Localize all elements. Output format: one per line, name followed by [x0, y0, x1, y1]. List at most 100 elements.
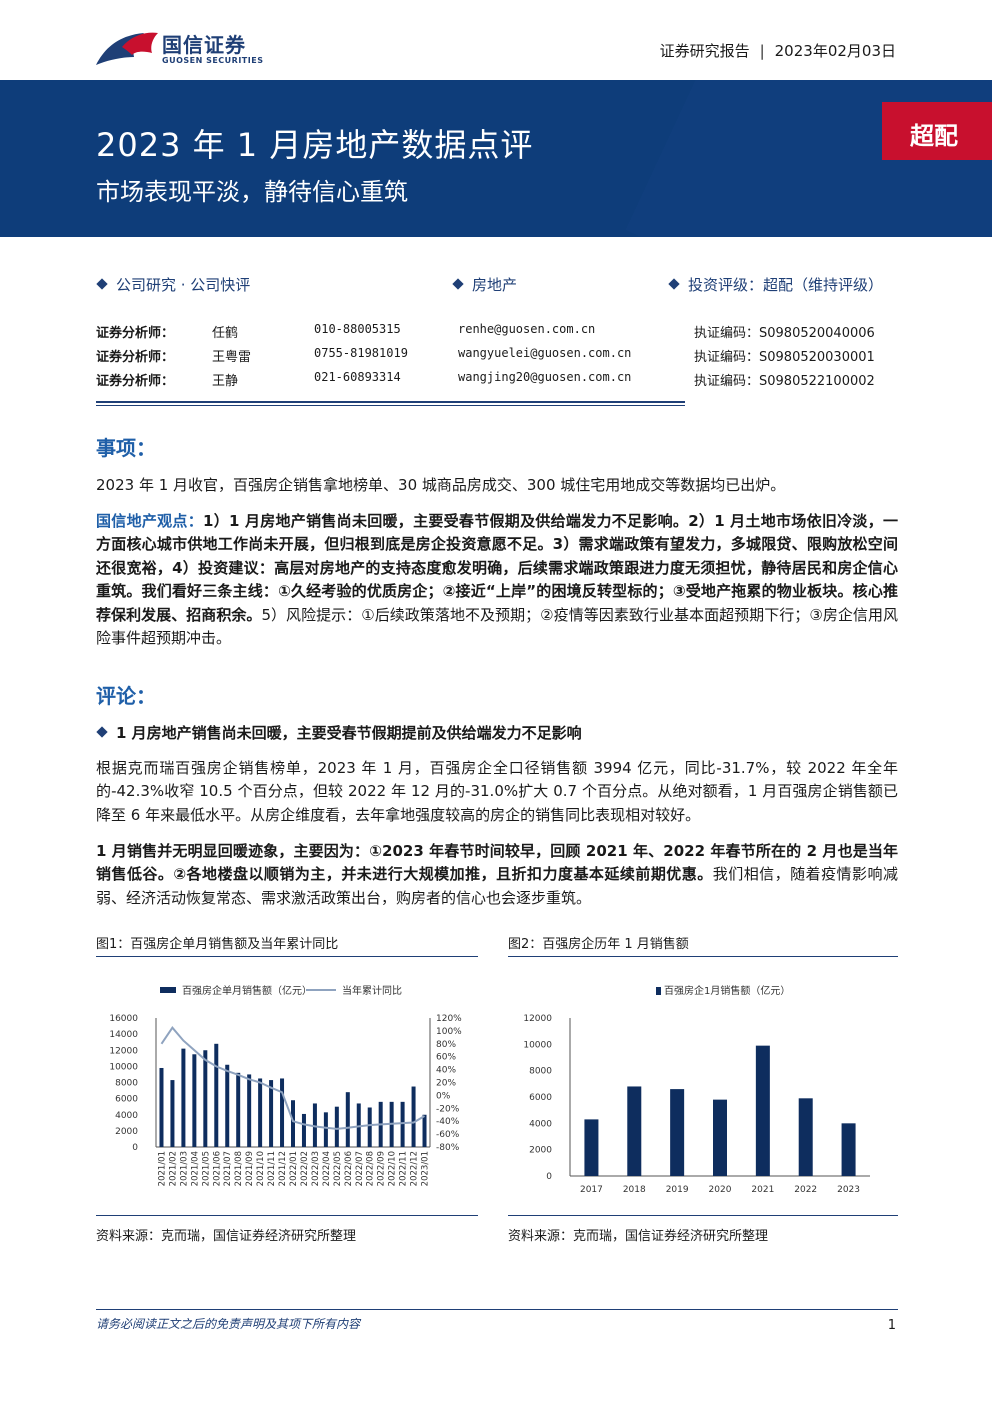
- y-left-tick-label: 14000: [109, 1030, 138, 1040]
- y-left-tick-label: 10000: [109, 1062, 138, 1072]
- analyst-email[interactable]: wangyuelei@guosen.com.cn: [458, 346, 632, 360]
- x-tick-label: 2018: [623, 1185, 646, 1195]
- analyst-table: 证券分析师： 任鹤 010-88005315 renhe@guosen.com.…: [96, 322, 896, 394]
- page-number: 1: [887, 1318, 896, 1333]
- info-sector: 房地产: [452, 274, 517, 295]
- logo-mark-icon: [96, 32, 158, 65]
- divider: [96, 401, 685, 403]
- x-tick-label: 2022/09: [377, 1151, 387, 1186]
- y-right-tick-label: 100%: [436, 1027, 462, 1037]
- bar: [258, 1078, 263, 1147]
- figure-1-source: 资料来源：克而瑞，国信证券经济研究所整理: [96, 1229, 357, 1244]
- info-category-label: 公司研究 · 公司快评: [116, 276, 251, 294]
- y-right-tick-label: 0%: [436, 1091, 451, 1101]
- y-right-tick-label: 20%: [436, 1079, 456, 1089]
- x-tick-label: 2022/11: [399, 1151, 409, 1186]
- analyst-name: 王静: [212, 374, 239, 389]
- legend-bar-label: 百强房企单月销售额（亿元）: [182, 984, 312, 997]
- guosen-logo: 国信证券 GUOSEN SECURITIES: [92, 27, 292, 71]
- x-tick-label: 2021: [751, 1185, 774, 1195]
- bar: [345, 1092, 350, 1147]
- bar: [291, 1100, 295, 1147]
- x-tick-label: 2021/01: [157, 1151, 167, 1186]
- bar: [280, 1078, 285, 1147]
- analyst-role: 证券分析师：: [96, 326, 175, 341]
- y-right-tick-label: 80%: [436, 1040, 456, 1050]
- bar: [367, 1107, 372, 1147]
- divider: [508, 1215, 898, 1216]
- report-subtitle: 市场表现平淡，静待信心重筑: [96, 178, 408, 206]
- x-tick-label: 2019: [666, 1185, 689, 1195]
- report-type: 证券研究报告: [659, 42, 750, 60]
- x-tick-label: 2021/08: [234, 1151, 244, 1186]
- bar: [203, 1050, 208, 1147]
- analyst-license: 执证编码：S0980522100002: [694, 374, 875, 389]
- x-tick-label: 2022/05: [333, 1151, 343, 1186]
- y-left-tick-label: 6000: [115, 1095, 138, 1105]
- y-left-tick-label: 16000: [109, 1014, 138, 1024]
- view-paragraph: 国信地产观点：1）1 月房地产销售尚未回暖，主要受春节假期及供给端发力不足影响。…: [96, 510, 898, 650]
- comment-heading: 评论：: [96, 684, 156, 708]
- logo-name-en: GUOSEN SECURITIES: [162, 56, 264, 65]
- bar: [301, 1113, 306, 1147]
- report-date: 2023年02月03日: [774, 42, 896, 60]
- diamond-bullet-icon: [96, 726, 108, 738]
- x-tick-label: 2022/01: [289, 1151, 299, 1186]
- analyst-email[interactable]: renhe@guosen.com.cn: [458, 322, 596, 336]
- divider: [96, 1309, 898, 1310]
- rating-badge: 超配: [882, 102, 992, 160]
- analyst-license: 执证编码：S0980520040006: [694, 326, 875, 341]
- x-tick-label: 2022/04: [322, 1151, 332, 1186]
- bar: [181, 1048, 186, 1147]
- comment-bullet: 1 月房地产销售尚未回暖，主要受春节假期提前及供给端发力不足影响: [96, 722, 582, 743]
- analyst-role: 证券分析师：: [96, 350, 175, 365]
- x-tick-label: 2020: [709, 1185, 732, 1195]
- bar: [584, 1119, 599, 1176]
- report-title: 2023 年 1 月房地产数据点评: [96, 126, 534, 164]
- event-heading: 事项：: [96, 436, 156, 460]
- info-rating-label: 投资评级：超配（维持评级）: [688, 276, 884, 294]
- info-sector-label: 房地产: [472, 276, 518, 294]
- divider: [96, 956, 478, 957]
- x-tick-label: 2021/07: [223, 1151, 233, 1186]
- legend-line-label: 当年累计同比: [342, 984, 402, 997]
- view-label: 国信地产观点：: [96, 512, 203, 530]
- x-tick-label: 2017: [580, 1185, 603, 1195]
- x-tick-label: 2021/12: [278, 1151, 288, 1186]
- x-tick-label: 2022/02: [300, 1151, 310, 1186]
- bar: [247, 1074, 252, 1147]
- comment-para-1: 根据克而瑞百强房企销售榜单，2023 年 1 月，百强房企全口径销售额 3994…: [96, 759, 898, 824]
- y-tick-label: 6000: [529, 1093, 552, 1103]
- x-tick-label: 2021/11: [267, 1151, 277, 1186]
- bar: [422, 1114, 427, 1147]
- disclaimer-note: 请务必阅读正文之后的免责声明及其项下所有内容: [96, 1317, 361, 1331]
- divider: [96, 405, 685, 406]
- x-tick-label: 2022/06: [344, 1151, 354, 1186]
- x-tick-label: 2022/08: [366, 1151, 376, 1186]
- y-left-tick-label: 4000: [115, 1111, 138, 1121]
- y-left-tick-label: 0: [132, 1143, 138, 1153]
- bar: [334, 1106, 339, 1147]
- x-tick-label: 2021/03: [179, 1151, 189, 1186]
- bar: [225, 1064, 230, 1147]
- analyst-email[interactable]: wangjing20@guosen.com.cn: [458, 370, 632, 384]
- legend-bar-swatch: [160, 987, 176, 993]
- bar: [312, 1103, 317, 1147]
- x-tick-label: 2023: [837, 1185, 860, 1195]
- x-tick-label: 2022: [794, 1185, 817, 1195]
- divider: [96, 1215, 478, 1216]
- analyst-role: 证券分析师：: [96, 374, 175, 389]
- y-right-tick-label: -80%: [436, 1143, 460, 1153]
- figure-2-source: 资料来源：克而瑞，国信证券经济研究所整理: [508, 1229, 769, 1244]
- x-tick-label: 2021/05: [201, 1151, 211, 1186]
- x-tick-label: 2022/12: [410, 1151, 420, 1186]
- bar: [170, 1080, 175, 1147]
- comment-bullet-label: 1 月房地产销售尚未回暖，主要受春节假期提前及供给端发力不足影响: [116, 724, 582, 742]
- analyst-name: 王粤雷: [212, 350, 252, 365]
- x-tick-label: 2022/10: [388, 1151, 398, 1186]
- analyst-row: 证券分析师： 王粤雷 0755-81981019 wangyuelei@guos…: [96, 346, 896, 370]
- y-tick-label: 12000: [523, 1014, 552, 1024]
- info-row: 公司研究 · 公司快评 房地产 投资评级：超配（维持评级）: [96, 274, 896, 296]
- analyst-license: 执证编码：S0980520030001: [694, 350, 875, 365]
- bar: [236, 1072, 241, 1147]
